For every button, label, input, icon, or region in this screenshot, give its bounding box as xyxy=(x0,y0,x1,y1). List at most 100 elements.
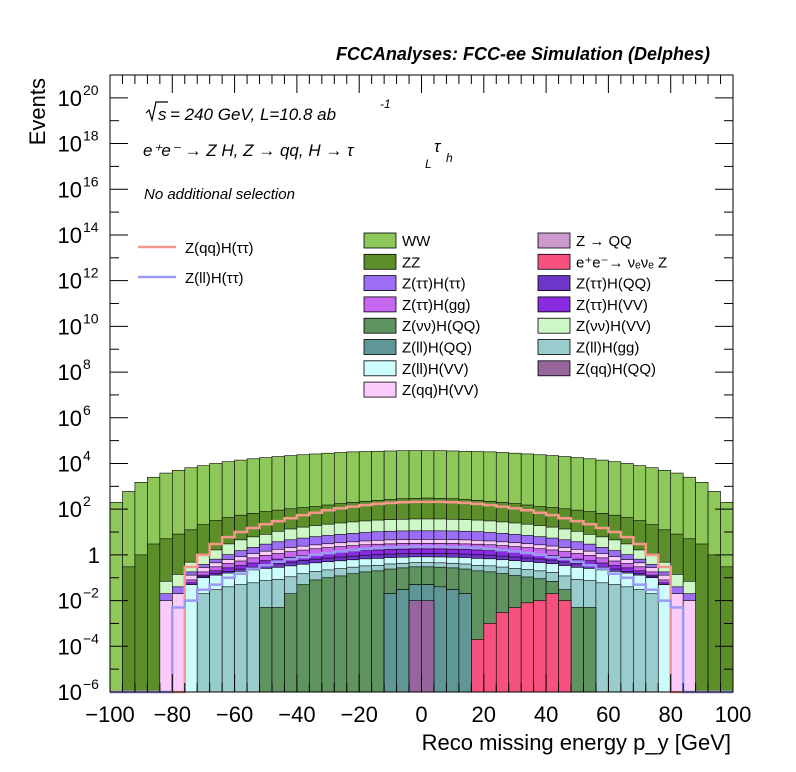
legend-label: Z(ll)H(QQ) xyxy=(402,340,472,357)
legend-item-z-ll-h-gg: Z(ll)H(gg) xyxy=(537,339,639,357)
x-tick-label: −100 xyxy=(85,702,135,727)
y-tick-exp: 12 xyxy=(83,265,99,281)
bar-z-ll-h-qq xyxy=(383,593,397,693)
x-tick-label: −60 xyxy=(216,702,253,727)
bar-z-ll-h-gg xyxy=(221,586,235,693)
process-subscript-l: L xyxy=(425,157,432,171)
legend-swatch xyxy=(537,339,571,355)
legend-label: e⁺e⁻→ νₑνₑ Z xyxy=(576,254,667,271)
legend-item-zz: ZZ xyxy=(363,253,420,271)
y-tick-label: 10 20 xyxy=(58,82,99,111)
bar-z-ll-h-gg xyxy=(645,593,659,693)
legend-swatch xyxy=(537,275,571,292)
bar-z-h-qq xyxy=(321,577,335,693)
legend-label: Z(qq)H(QQ) xyxy=(576,361,656,378)
energy-lumi-text: = 240 GeV, L=10.8 ab xyxy=(170,105,336,124)
bar-z-h-qq xyxy=(371,570,385,693)
sqrt-s-symbol: s xyxy=(158,105,167,124)
bar-z-ll-h-qq xyxy=(458,593,472,693)
y-tick-base: 10 xyxy=(58,406,82,431)
y-tick-base: 10 xyxy=(58,680,82,705)
bar-z-ll-h-gg xyxy=(633,589,647,693)
y-tick-exp: 6 xyxy=(83,402,91,418)
legend-item-e-e-z: e⁺e⁻→ νₑνₑ Z xyxy=(537,253,667,271)
y-tick-label: 10 6 xyxy=(58,402,91,431)
signal-z-ll-h xyxy=(110,545,733,694)
legend-item-z-ll-h-vv: Z(ll)H(VV) xyxy=(363,360,469,378)
bar-z-h-qq xyxy=(583,607,597,693)
legend-item-z-qq: Z → QQ xyxy=(537,232,632,250)
bar-zz xyxy=(695,543,709,693)
y-tick-base: 10 xyxy=(58,451,82,476)
chart-title: FCCAnalyses: FCC-ee Simulation (Delphes) xyxy=(336,44,710,64)
y-tick-exp: 16 xyxy=(83,173,99,189)
legend-swatch xyxy=(363,275,397,292)
y-tick-exp: 14 xyxy=(83,219,99,235)
y-tick-base: 10 xyxy=(58,86,82,111)
y-axis-title: Events xyxy=(25,78,50,145)
x-tick-label: 0 xyxy=(415,702,427,727)
legend-label: Z(ττ)H(QQ) xyxy=(576,276,651,293)
legend-swatch xyxy=(363,253,397,270)
legend-label: Z(ll)H(gg) xyxy=(576,340,639,357)
bar-z-ll-h-gg xyxy=(234,584,248,693)
bar-z-ll-h-gg xyxy=(246,582,260,693)
bar-z-h-qq xyxy=(333,575,348,693)
bar-z-h-qq xyxy=(259,607,273,693)
y-tick-label: 10 −6 xyxy=(58,676,100,705)
x-tick-label: 100 xyxy=(715,702,752,727)
y-tick-base: 10 xyxy=(58,497,82,522)
bar-e-e-z xyxy=(533,600,547,693)
legend-swatch xyxy=(537,296,571,313)
bar-z-qq-h-vv xyxy=(682,600,696,693)
y-tick-label: 10 −2 xyxy=(58,585,100,614)
y-tick-exp: 18 xyxy=(83,128,99,144)
bar-z-h-qq xyxy=(358,571,372,693)
bar-e-e-z xyxy=(520,602,534,693)
bar-z-qq-h-qq xyxy=(421,600,435,693)
legend-swatch xyxy=(363,296,397,313)
legend-label: Z(ll)H(VV) xyxy=(402,361,469,378)
legend-label: WW xyxy=(402,233,431,250)
process-annotation: e⁺e⁻ → Z H, Z → qq, H → τ L τ h xyxy=(143,137,453,171)
y-tick-label: 10 12 xyxy=(58,265,99,294)
bar-e-e-z xyxy=(558,600,572,693)
bar-z-ll-h-gg xyxy=(620,586,634,693)
bar-z-ll-h-qq xyxy=(396,589,410,693)
legend-label: Z(ττ)H(gg) xyxy=(402,297,471,314)
y-tick-label: 10 16 xyxy=(58,173,99,202)
bar-zz xyxy=(147,543,161,693)
x-tick-label: 20 xyxy=(472,702,496,727)
legend-label: Z → QQ xyxy=(576,233,632,250)
bar-z-h-qq xyxy=(570,607,584,693)
bar-zz xyxy=(720,566,734,693)
bar-e-e-z xyxy=(508,607,522,693)
y-tick-base: 10 xyxy=(58,177,82,202)
legend-swatch xyxy=(363,339,397,355)
process-tau: τ xyxy=(434,137,442,156)
x-axis-ticks: −100 −80 −60 −40 −20 0 20 40 60 80 100 xyxy=(85,75,751,727)
bar-e-e-z xyxy=(471,639,485,693)
y-tick-label: 10 −4 xyxy=(58,630,100,659)
layer-z-qq-h-qq xyxy=(408,600,435,693)
y-tick-label: 10 8 xyxy=(58,356,91,385)
bar-z-h-qq xyxy=(284,593,298,693)
legend-item-z-h-qq: Z(νν)H(QQ) xyxy=(363,317,480,335)
y-tick-base: 10 xyxy=(58,360,82,385)
legend-label: Z(qq)H(VV) xyxy=(402,382,479,399)
y-tick-base: 10 xyxy=(58,314,82,339)
bar-z-ll-h-gg xyxy=(209,589,223,693)
y-tick-exp: 10 xyxy=(83,310,99,326)
legend-label: Z(νν)H(QQ) xyxy=(402,318,480,335)
y-tick-exp: −2 xyxy=(83,585,99,601)
x-tick-label: −40 xyxy=(278,702,315,727)
bar-z-ll-h-qq xyxy=(446,589,460,693)
x-tick-label: 60 xyxy=(596,702,620,727)
legend-item-z-h-vv: Z(νν)H(VV) xyxy=(537,317,651,335)
signal-z-qq-h xyxy=(110,500,733,694)
y-tick-base: 10 xyxy=(58,132,82,157)
y-tick-label: 10 14 xyxy=(58,219,99,248)
y-tick-exp: 20 xyxy=(83,82,99,98)
